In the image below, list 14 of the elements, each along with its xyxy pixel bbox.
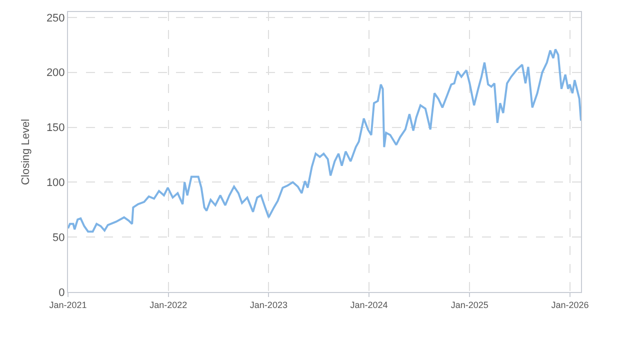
x-tick-label: Jan-2021 [49,300,87,310]
x-tick-label: Jan-2024 [350,300,388,310]
x-tick-label: Jan-2023 [250,300,288,310]
y-tick-label: 0 [58,286,65,299]
y-tick-label: 50 [52,232,65,244]
y-tick-label: 150 [46,122,65,134]
x-tick-label: Jan-2025 [450,300,488,310]
line-series [68,48,581,233]
y-axis-title: Closing Level [20,118,32,186]
y-tick-label: 250 [46,12,65,24]
x-tick-label: Jan-2022 [150,300,188,310]
x-tick-label: Jan-2026 [551,300,589,310]
y-tick-label: 200 [46,67,65,80]
y-tick-label: 100 [46,177,65,190]
